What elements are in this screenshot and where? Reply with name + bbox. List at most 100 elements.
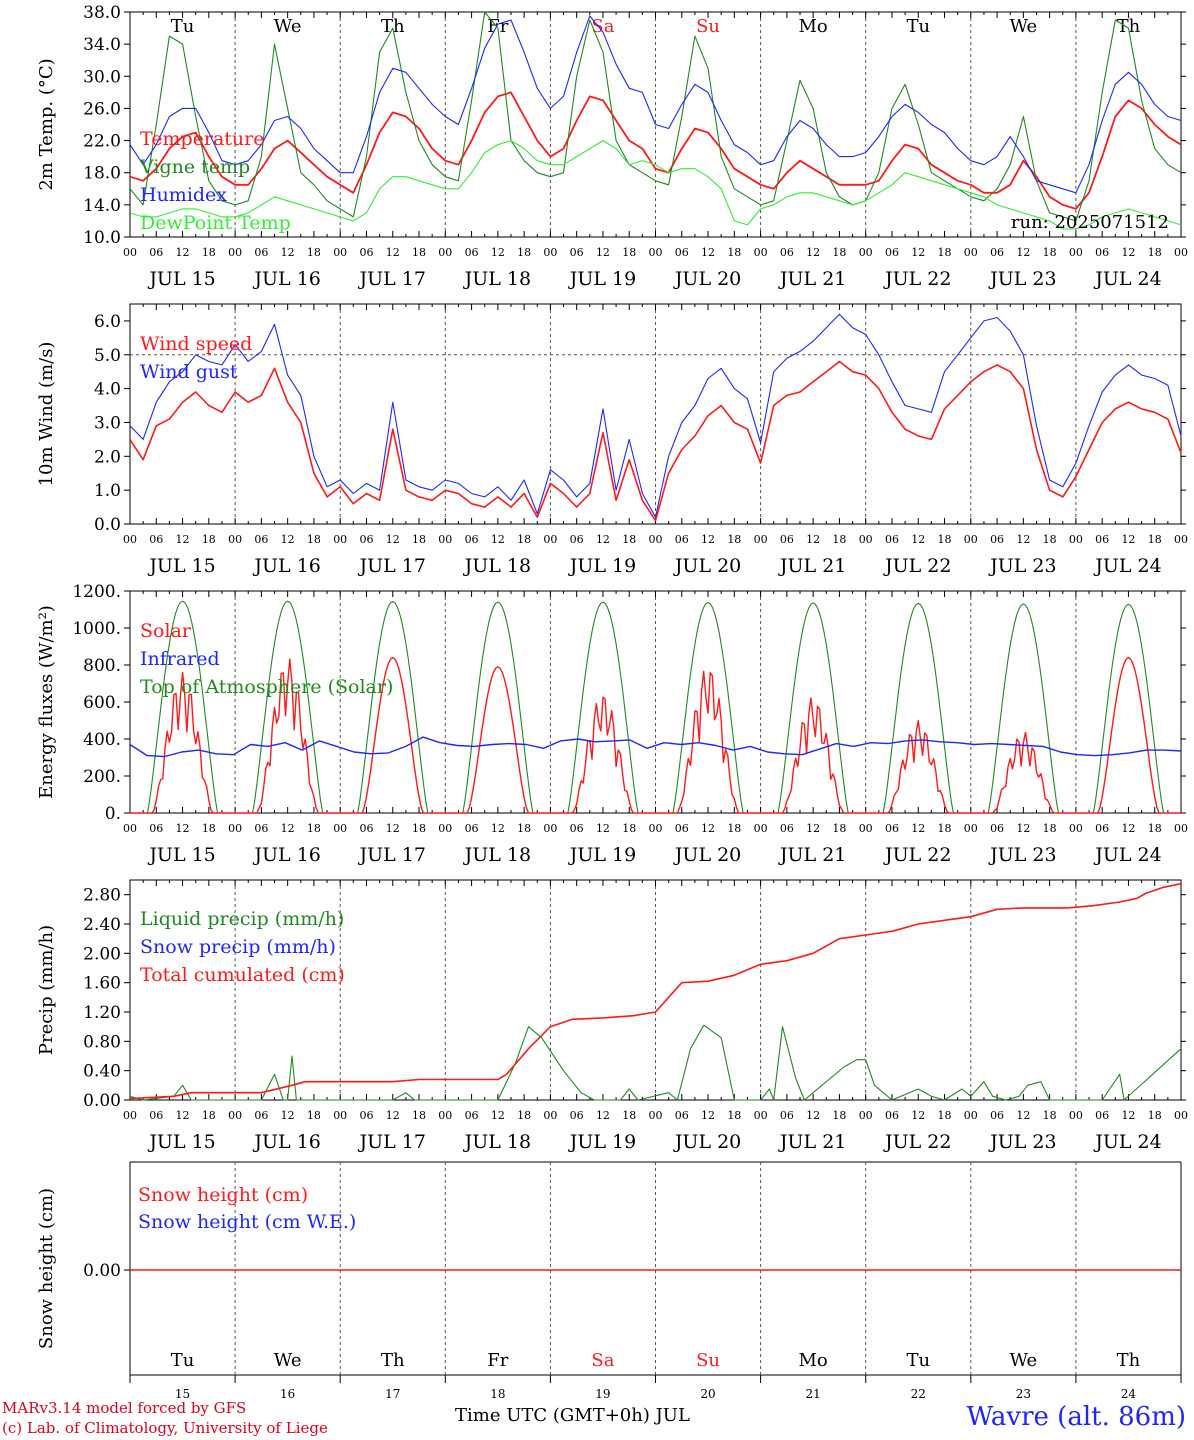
y-tick-label: 2.40: [83, 915, 121, 935]
weekday-label: Fr: [487, 1350, 508, 1371]
day-label: JUL 24: [1093, 1131, 1161, 1153]
hour-tick-label: 00: [1069, 533, 1083, 546]
hour-tick-label: 00: [228, 1109, 242, 1122]
hour-tick-label: 00: [123, 1109, 137, 1122]
hour-tick-label: 12: [176, 246, 190, 259]
hour-tick-label: 06: [149, 822, 163, 835]
hour-tick-label: 12: [1121, 533, 1135, 546]
hour-tick-label: 00: [123, 533, 137, 546]
hour-tick-label: 00: [754, 822, 768, 835]
hour-tick-label: 12: [491, 533, 505, 546]
hour-tick-label: 12: [596, 822, 610, 835]
legend-entry: Temperature: [140, 128, 264, 150]
day-label: JUL 20: [673, 1131, 741, 1153]
hour-tick-label: 18: [412, 822, 426, 835]
hour-tick-label: 12: [386, 822, 400, 835]
hour-tick-label: 12: [281, 822, 295, 835]
day-label: JUL 23: [988, 555, 1056, 577]
hour-tick-label: 00: [543, 246, 557, 259]
day-label: JUL 24: [1093, 844, 1161, 866]
y-tick-label: 2.80: [83, 886, 121, 906]
day-label: JUL 21: [778, 844, 846, 866]
hour-tick-label: 06: [675, 822, 689, 835]
hour-tick-label: 12: [281, 1109, 295, 1122]
series-line: [130, 656, 1181, 814]
hour-tick-label: 12: [911, 822, 925, 835]
day-label: JUL 18: [463, 268, 531, 290]
hour-tick-label: 12: [806, 822, 820, 835]
hour-tick-label: 12: [176, 1109, 190, 1122]
hour-tick-label: 18: [1148, 533, 1162, 546]
day-number-label: 23: [1016, 1387, 1031, 1401]
hour-tick-label: 12: [281, 246, 295, 259]
hour-tick-label: 12: [701, 1109, 715, 1122]
hour-tick-label: 06: [570, 246, 584, 259]
day-label: JUL 18: [463, 1131, 531, 1153]
hour-tick-label: 00: [333, 533, 347, 546]
hour-tick-label: 00: [1069, 1109, 1083, 1122]
hour-tick-label: 18: [622, 1109, 636, 1122]
hour-tick-label: 18: [412, 246, 426, 259]
legend-entry: Snow height (cm): [138, 1184, 308, 1206]
legend-entry: DewPoint Temp: [140, 212, 291, 234]
legend-entry: Liquid precip (mm/h): [140, 908, 344, 930]
y-tick-label: 10.0: [83, 228, 121, 248]
y-tick-label: 0.: [105, 804, 121, 824]
hour-tick-label: 06: [359, 822, 373, 835]
day-label: JUL 24: [1093, 555, 1161, 577]
hour-tick-label: 00: [754, 533, 768, 546]
day-label: JUL 22: [883, 1131, 951, 1153]
hour-tick-label: 18: [832, 822, 846, 835]
hour-tick-label: 00: [964, 533, 978, 546]
weekday-label: Sa: [591, 16, 614, 37]
day-label: JUL 17: [358, 844, 426, 866]
hour-tick-label: 00: [543, 1109, 557, 1122]
y-tick-label: 0.00: [83, 1091, 121, 1111]
hour-tick-label: 18: [202, 822, 216, 835]
weekday-label: We: [1010, 1350, 1038, 1371]
hour-tick-label: 18: [938, 533, 952, 546]
hour-tick-label: 06: [675, 246, 689, 259]
weekday-label: Th: [381, 16, 405, 37]
hour-tick-label: 00: [333, 246, 347, 259]
day-label: JUL 15: [147, 555, 215, 577]
hour-tick-label: 06: [570, 1109, 584, 1122]
weekday-label: Th: [381, 1350, 405, 1371]
day-label: JUL 17: [358, 555, 426, 577]
day-label: JUL 22: [883, 268, 951, 290]
legend-entry: Total cumulated (cm): [140, 964, 345, 986]
weekday-label: We: [274, 16, 302, 37]
hour-tick-label: 00: [964, 1109, 978, 1122]
hour-tick-label: 18: [202, 1109, 216, 1122]
hour-tick-label: 00: [333, 822, 347, 835]
hour-tick-label: 06: [359, 246, 373, 259]
y-axis-title-4: Precip (mm/h): [36, 925, 57, 1055]
hour-tick-label: 00: [228, 533, 242, 546]
day-label: JUL 22: [883, 844, 951, 866]
hour-tick-label: 12: [596, 1109, 610, 1122]
weekday-label: Th: [1117, 16, 1141, 37]
weekday-label: Tu: [906, 16, 930, 37]
hour-tick-label: 12: [1121, 1109, 1135, 1122]
hour-tick-label: 12: [386, 246, 400, 259]
y-tick-label: 6.0: [94, 312, 121, 332]
hour-tick-label: 06: [780, 1109, 794, 1122]
hour-tick-label: 00: [964, 822, 978, 835]
weekday-label: Mo: [799, 1350, 828, 1371]
hour-tick-label: 12: [1121, 246, 1135, 259]
hour-tick-label: 12: [701, 822, 715, 835]
legend-entry: Wind speed: [140, 333, 252, 355]
hour-tick-label: 12: [806, 1109, 820, 1122]
y-axis-title-1: 2m Temp. (°C): [36, 58, 57, 190]
legend-entry: Snow height (cm W.E.): [138, 1211, 356, 1233]
day-label: JUL 16: [252, 1131, 320, 1153]
hour-tick-label: 12: [911, 246, 925, 259]
weekday-label: Mo: [799, 16, 828, 37]
hour-tick-label: 18: [1148, 246, 1162, 259]
series-line: [129, 736, 1182, 758]
hour-tick-label: 18: [832, 246, 846, 259]
y-tick-label: 1.0: [94, 481, 121, 501]
y-tick-label: 38.0: [83, 3, 121, 23]
legend-entry: Snow precip (mm/h): [140, 936, 336, 958]
hour-tick-label: 18: [517, 822, 531, 835]
